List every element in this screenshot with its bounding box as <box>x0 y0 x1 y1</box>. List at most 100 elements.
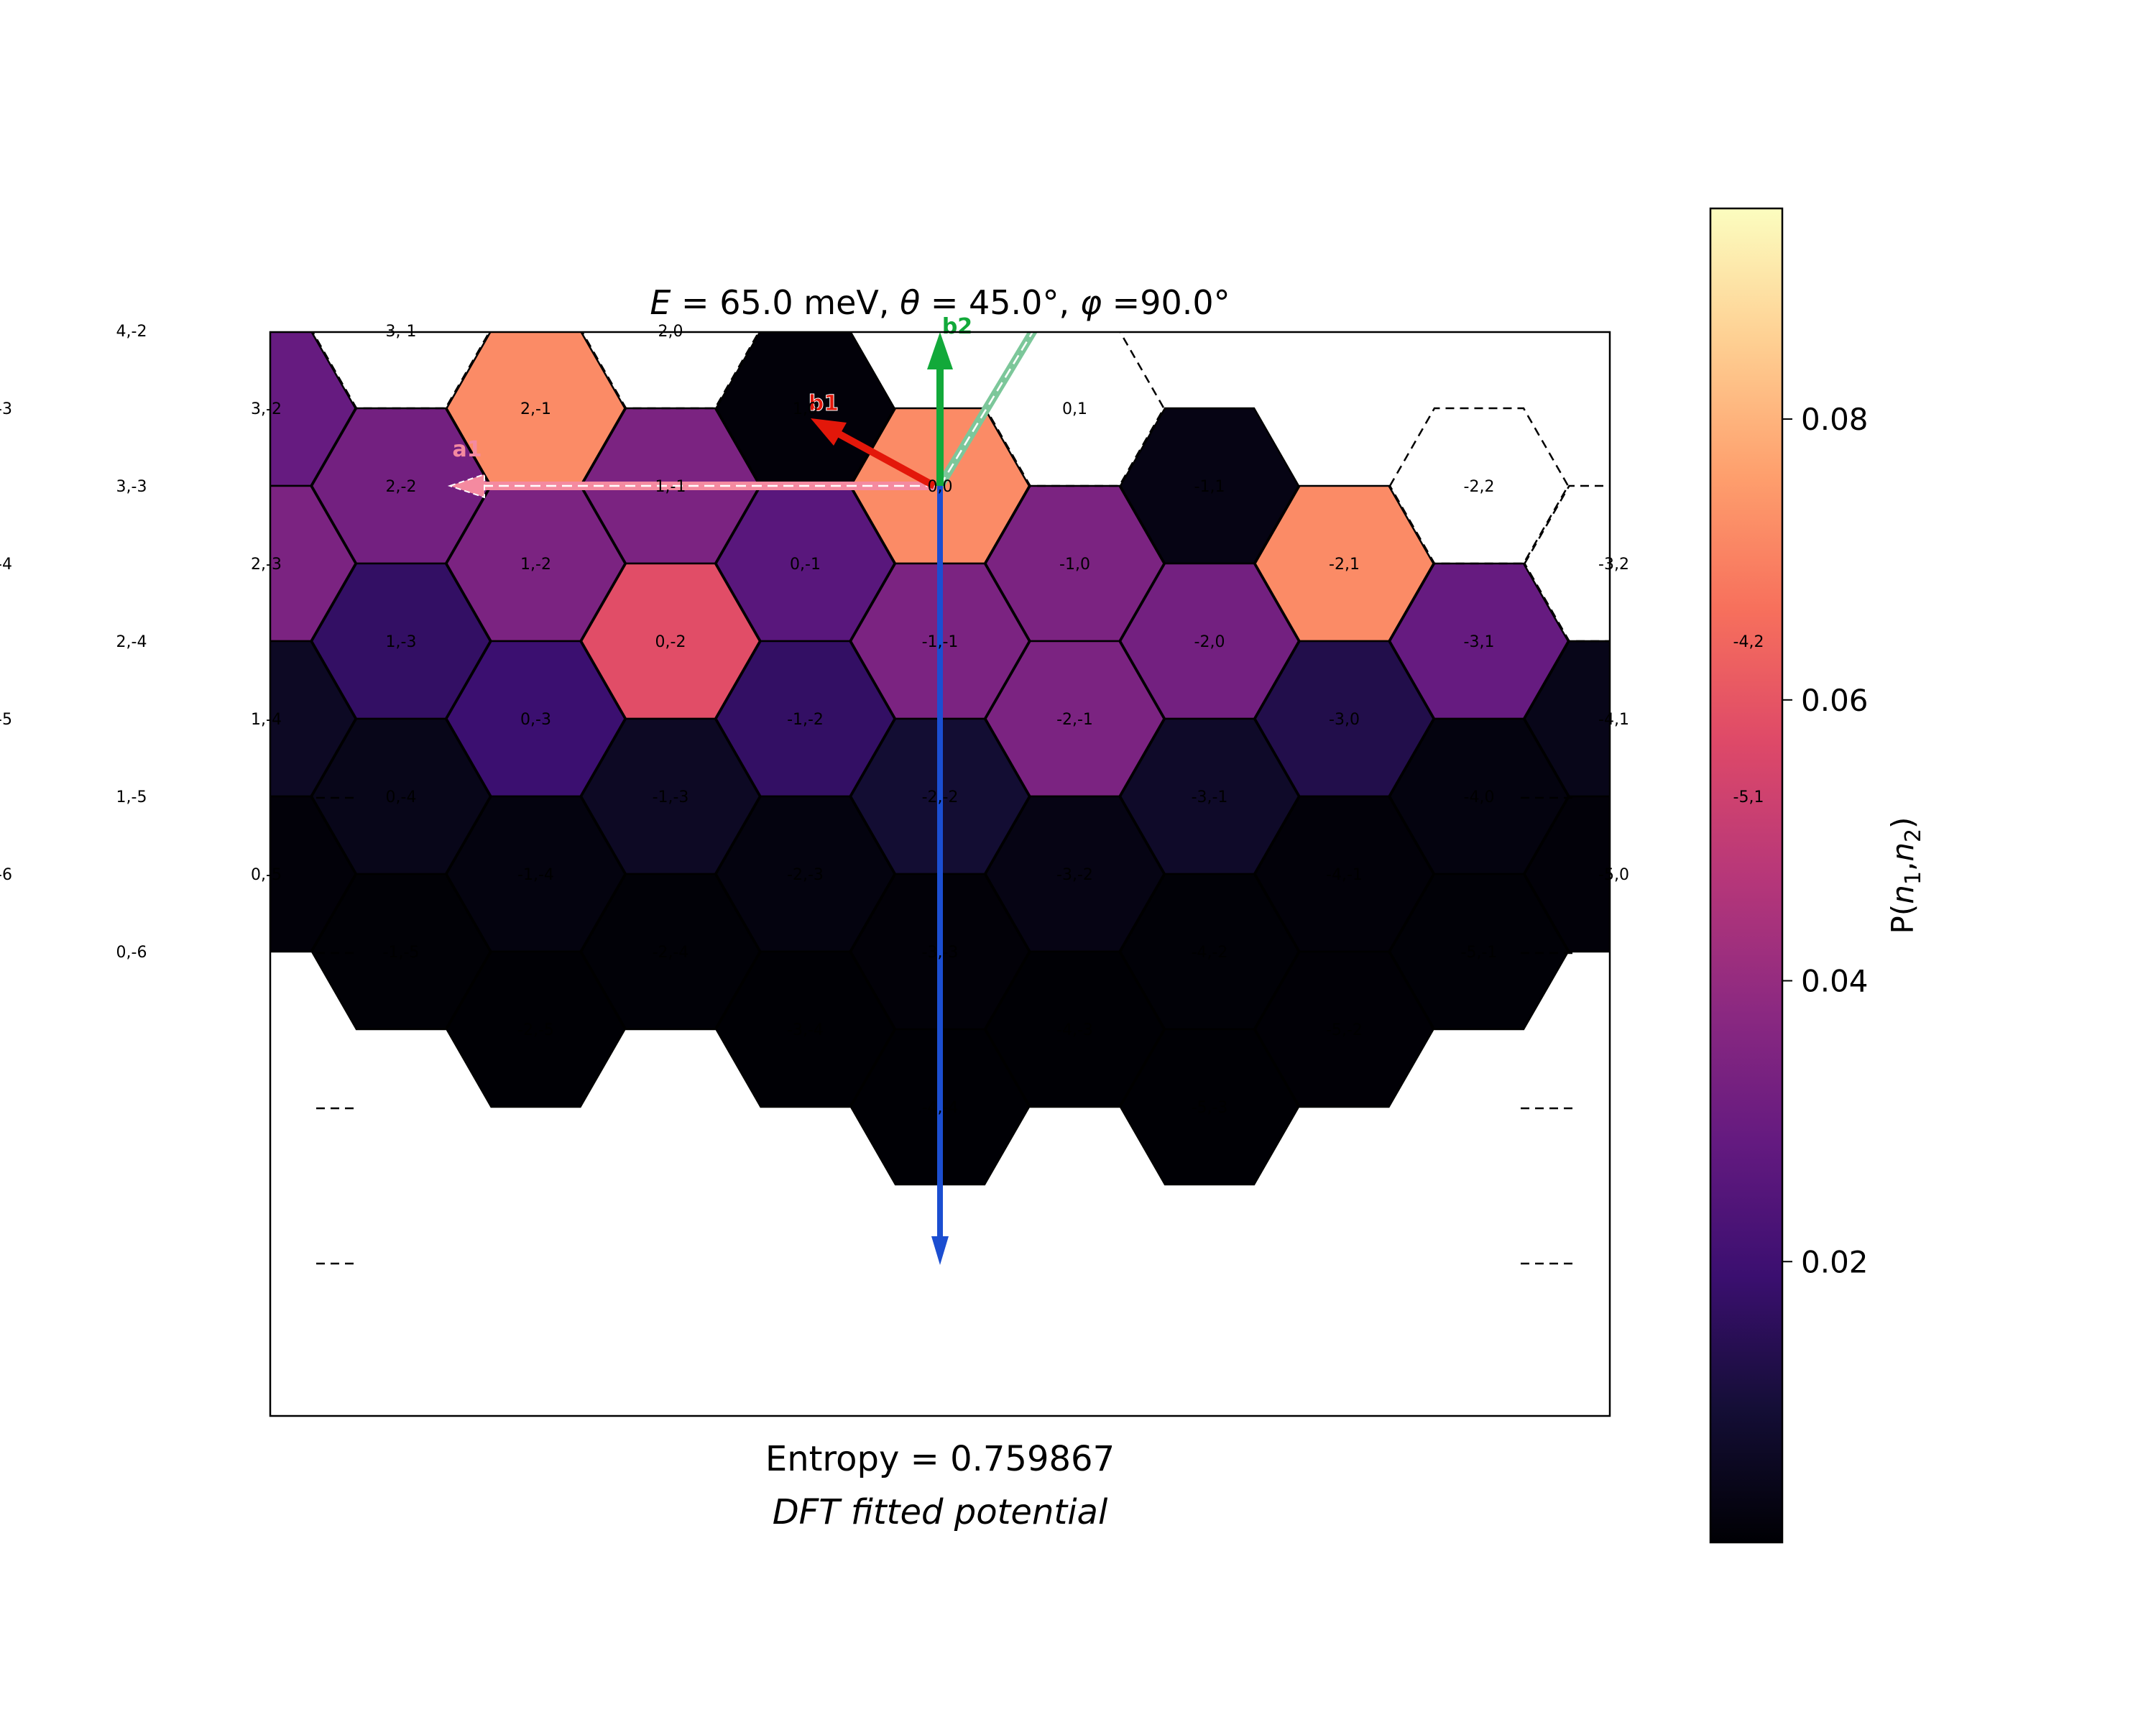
a1-vector-head <box>447 473 485 499</box>
hex-cell--5,0 <box>1524 795 1610 953</box>
b2-vector-head <box>927 332 953 369</box>
cell-label-1,-6: 1,-6 <box>0 866 12 884</box>
hex-cell-0,-5 <box>270 795 356 953</box>
hex-cell-3,-4 <box>0 486 86 641</box>
colorbar-ticks: 0.02 0.04 0.06 0.08 <box>1782 402 1869 1279</box>
potential-caption: DFT fitted potential <box>773 1492 1108 1532</box>
hex-cell-0,1 <box>985 332 1165 487</box>
hex-cell-4,-3 <box>0 331 86 486</box>
cell-label-2,-1: 2,-1 <box>520 400 551 418</box>
hex-cell--4,-3 <box>985 950 1165 1108</box>
hex-cell-1,-6 <box>0 796 86 952</box>
cell-label-0,-3: 0,-3 <box>520 711 551 729</box>
colorbar-gradient <box>1710 208 1782 1542</box>
cell-label--4,-2: -4,-2 <box>1192 944 1228 962</box>
hex-cell-2,-3 <box>270 484 356 643</box>
hex-cell-1,-4 <box>270 640 356 798</box>
cell-label-0,-1: 0,-1 <box>790 556 821 574</box>
cell-label-0,0: 0,0 <box>928 478 953 496</box>
cell-label--3,0: -3,0 <box>1329 711 1360 729</box>
a2-vector-dash <box>939 332 1034 487</box>
cell-label--1,1: -1,1 <box>1194 478 1225 496</box>
hex-cells <box>0 331 1610 1265</box>
cell-label--4,0: -4,0 <box>1464 788 1495 806</box>
cell-label--4,2: -4,2 <box>1733 633 1764 651</box>
entropy-label: Entropy = 0.759867 <box>765 1439 1115 1479</box>
cell-label-4,-2: 4,-2 <box>116 323 147 341</box>
cell-label-2,-4: 2,-4 <box>116 633 147 651</box>
cell-label--4,1: -4,1 <box>1598 711 1629 729</box>
b1-vector-label: b1 <box>808 391 839 416</box>
hex-cell--2,-4 <box>580 873 761 1031</box>
plot-frame <box>269 331 1611 1417</box>
cell-label--5,-2: -5,-2 <box>1326 1021 1363 1039</box>
cell-label--2,-2: -2,-2 <box>922 788 959 806</box>
colorbar-tick-label: 0.02 <box>1801 1244 1869 1279</box>
cell-label--4,-1: -4,-1 <box>1326 866 1363 884</box>
b2-vector-label: b2 <box>942 314 972 339</box>
chart-title: E = 65.0 meV, θ = 45.0°, φ =90.0° <box>650 283 1230 322</box>
cell-label-1,-5: 1,-5 <box>116 788 147 806</box>
beam-vector-head <box>931 1236 949 1265</box>
cell-label--2,-4: -2,-4 <box>653 944 689 962</box>
cell-label-0,1: 0,1 <box>1062 400 1087 418</box>
cell-label-1,-3: 1,-3 <box>386 633 417 651</box>
cell-label--4,-4: -4,-4 <box>922 1099 959 1117</box>
hex-cell-2,-5 <box>0 641 86 796</box>
cell-label-3,-3: 3,-3 <box>116 478 147 496</box>
cell-label-2,0: 2,0 <box>658 323 683 341</box>
cell-label--2,1: -2,1 <box>1329 556 1360 574</box>
colorbar-label: P(n1,n2) <box>1885 817 1926 934</box>
hex-cell--3,-4 <box>715 950 895 1108</box>
cell-label--5,0: -5,0 <box>1598 866 1629 884</box>
cell-label-1,-4: 1,-4 <box>251 711 282 729</box>
colorbar-tick-label: 0.08 <box>1801 402 1869 437</box>
hex-cell--5,-3 <box>1119 1028 1300 1186</box>
hex-cell-3,-2 <box>270 332 356 487</box>
cell-label--3,-2: -3,-2 <box>1056 866 1093 884</box>
cell-label-4,-3: 4,-3 <box>0 400 12 418</box>
cell-label-3,-2: 3,-2 <box>251 400 282 418</box>
cell-label-0,-2: 0,-2 <box>655 633 686 651</box>
colorbar-frame <box>1709 207 1784 1544</box>
cell-label-2,-5: 2,-5 <box>0 711 12 729</box>
cell-label--1,-4: -1,-4 <box>517 866 554 884</box>
cell-label-3,-1: 3,-1 <box>386 323 417 341</box>
cell-label-0,-5: 0,-5 <box>251 866 282 884</box>
cell-label-2,-3: 2,-3 <box>251 556 282 574</box>
hex-cell--5,-2 <box>1254 950 1434 1108</box>
cell-label--5,-3: -5,-3 <box>1192 1099 1228 1117</box>
cell-label--3,2: -3,2 <box>1598 556 1629 574</box>
cell-label--5,1: -5,1 <box>1733 788 1764 806</box>
cell-label--2,-3: -2,-3 <box>787 866 824 884</box>
cell-label--2,-5: -2,-5 <box>517 1021 554 1039</box>
cell-label--3,1: -3,1 <box>1464 633 1495 651</box>
cell-label-1,0: 1,0 <box>793 400 818 418</box>
hex-cell--1,-5 <box>310 873 492 1031</box>
cell-label--1,-1: -1,-1 <box>922 633 959 651</box>
cell-label-1,-1: 1,-1 <box>655 478 686 496</box>
hex-cell--3,2 <box>1524 484 1610 643</box>
hex-cell--2,2 <box>1388 407 1570 565</box>
colorbar-tick-label: 0.06 <box>1801 683 1869 718</box>
cell-label--1,0: -1,0 <box>1059 556 1090 574</box>
cell-labels: 2,0 0,1 -2,2 3,-1 1,0 -1,1 -3,2 4,-2 2,-1 0,0 -2,1… <box>0 323 1764 1117</box>
cell-label-2,-2: 2,-2 <box>386 478 417 496</box>
cell-label--3,-1: -3,-1 <box>1192 788 1228 806</box>
a1-vector-label: a1 <box>452 437 482 462</box>
colorbar-tick-label: 0.04 <box>1801 964 1869 999</box>
cell-label--1,-5: -1,-5 <box>383 944 420 962</box>
cell-label-3,-4: 3,-4 <box>0 556 12 574</box>
lattice-vectors <box>447 332 1038 1265</box>
cell-label--1,-2: -1,-2 <box>787 711 824 729</box>
cell-label--4,-3: -4,-3 <box>1056 1021 1093 1039</box>
cell-label--2,-1: -2,-1 <box>1056 711 1093 729</box>
b1-vector-shaft <box>837 431 936 489</box>
cell-label-1,-2: 1,-2 <box>520 556 551 574</box>
hex-cell--2,-5 <box>446 950 626 1108</box>
vector-labels: a1 b1 b2 <box>452 314 972 462</box>
cell-label--2,2: -2,2 <box>1464 478 1495 496</box>
cell-label--5,-1: -5,-1 <box>1461 944 1498 962</box>
cell-label-0,-4: 0,-4 <box>386 788 417 806</box>
